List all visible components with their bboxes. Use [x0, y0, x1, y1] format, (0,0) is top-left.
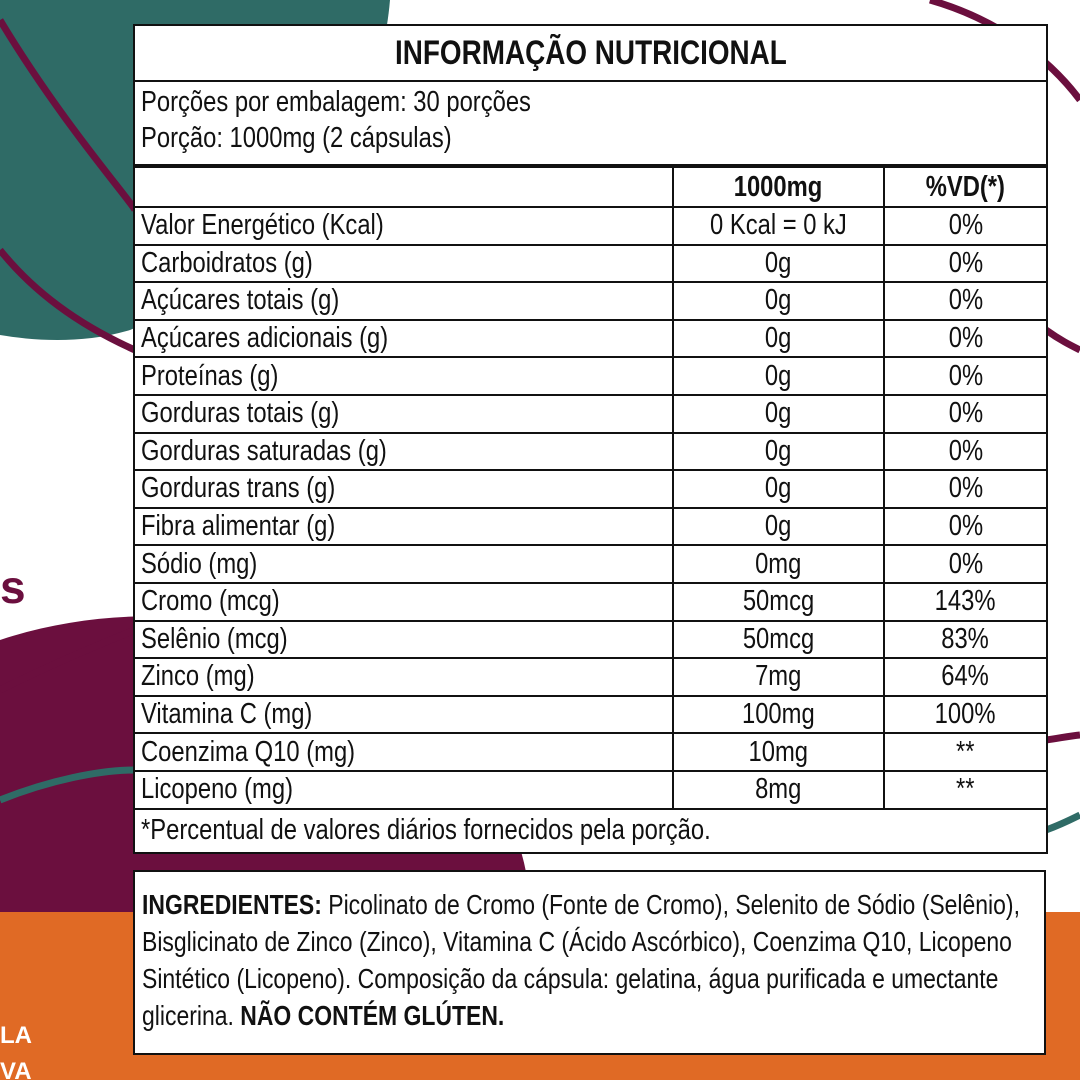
header: %VD(*) [925, 170, 1006, 203]
table-title: INFORMAÇÃO NUTRICIONAL [394, 34, 787, 72]
nutrient-name: Selênio (mcg) [141, 622, 288, 655]
cell-value: 0% [948, 510, 983, 543]
cell-value: 143% [935, 585, 996, 618]
servings: Porções por embalagem: 30 porções [141, 86, 531, 118]
cell-value: 0g [765, 434, 792, 467]
nutrient-name: Coenzima Q10 (mg) [141, 735, 356, 768]
table-row: Sódio (mg) 0mg 0% [133, 544, 1049, 584]
bg-text: VA [0, 1058, 32, 1085]
nutrient-name: Valor Energético (Kcal) [141, 209, 384, 242]
nutrient-name: Gorduras trans (g) [141, 472, 336, 505]
table-row: Vitamina C (mg) 100mg 100% [133, 694, 1049, 735]
cell-value: 10mg [748, 735, 809, 768]
gluten-warning: NÃO CONTÉM GLÚTEN. [240, 1000, 505, 1031]
cell-value: 8mg [755, 773, 802, 806]
cell-value: 83% [941, 622, 990, 655]
table-row: Selênio (mcg) 50mcg 83% [133, 619, 1049, 660]
table-row: Açúcares totais (g) 0g 0% [133, 281, 1049, 321]
cell-value: 100mg [742, 698, 815, 731]
ingredients-label: INGREDIENTES: [142, 889, 322, 920]
cell-value: 50mcg [742, 622, 815, 655]
cell-value: 0g [765, 359, 792, 392]
table-row: Cromo (mcg) 50mcg 143% [133, 581, 1049, 622]
nutrient-name: Proteínas (g) [141, 359, 279, 392]
nutrient-name: Carboidratos (g) [141, 246, 313, 279]
portion: Porção: 1000mg (2 cápsulas) [141, 122, 452, 154]
cell-value: 0% [948, 284, 983, 317]
table-row: Gorduras saturadas (g) 0g 0% [133, 431, 1049, 472]
cell-value: ** [956, 773, 975, 806]
cell-value: 0% [948, 246, 983, 279]
cell-value: 0% [948, 209, 983, 242]
cell-value: 50mcg [742, 585, 815, 618]
table-row: Fibra alimentar (g) 0g 0% [133, 506, 1049, 547]
cell-value: 64% [941, 660, 990, 693]
cell-value: 0% [948, 547, 983, 580]
cell-value: 0g [765, 284, 792, 317]
cell-value: 0mg [755, 547, 802, 580]
ingredients-text: Picolinato de Cromo (Fonte de Cromo), Se… [142, 889, 1020, 1031]
cell-value: 0g [765, 397, 792, 430]
cell-value: 0% [948, 397, 983, 430]
nutrient-name: Fibra alimentar (g) [141, 510, 336, 543]
cell-value: 0g [765, 510, 792, 543]
table-row: Valor Energético (Kcal) 0 Kcal = 0 kJ 0% [133, 206, 1049, 246]
cell-value: 0% [948, 322, 983, 355]
table-row: Açúcares adicionais (g) 0g 0% [133, 318, 1049, 359]
cell-value: 0g [765, 246, 792, 279]
cell-value: 0g [765, 322, 792, 355]
bg-text: LA [0, 1022, 32, 1049]
table-row: Coenzima Q10 (mg) 10mg ** [133, 732, 1049, 772]
table-row: Gorduras totais (g) 0g 0% [133, 393, 1049, 434]
cell-value: 7mg [755, 660, 802, 693]
ingredients-box: INGREDIENTES: Picolinato de Cromo (Fonte… [133, 870, 1046, 1055]
cell-value: 0 Kcal = 0 kJ [710, 209, 847, 242]
nutrient-name: Gorduras saturadas (g) [141, 434, 387, 467]
cell-value: 0g [765, 472, 792, 505]
cell-value: 0% [948, 359, 983, 392]
cell-value: 100% [935, 698, 996, 731]
nutrient-name: Açúcares adicionais (g) [141, 322, 389, 355]
nutrient-name: Cromo (mcg) [141, 585, 280, 618]
bg-text: s [0, 561, 26, 613]
table-row: Proteínas (g) 0g 0% [133, 356, 1049, 396]
footnote: *Percentual de valores diários fornecido… [141, 814, 711, 846]
nutrient-name: Vitamina C (mg) [141, 698, 313, 731]
nutrient-name: Sódio (mg) [141, 547, 258, 580]
nutrition-table: INFORMAÇÃO NUTRICIONAL Porções por embal… [132, 24, 1049, 854]
table-row: Licopeno (mg) 8mg ** [133, 769, 1049, 810]
table-row: Gorduras trans (g) 0g 0% [133, 469, 1049, 509]
nutrient-name: Zinco (mg) [141, 660, 255, 693]
nutrient-name: Licopeno (mg) [141, 773, 294, 806]
nutrient-name: Gorduras totais (g) [141, 397, 340, 430]
table-row: Carboidratos (g) 0g 0% [133, 243, 1049, 284]
nutrient-name: Açúcares totais (g) [141, 284, 340, 317]
cell-value: ** [956, 735, 975, 768]
cell-value: 0% [948, 472, 983, 505]
header: 1000mg [734, 170, 823, 203]
table-row: Zinco (mg) 7mg 64% [133, 657, 1049, 697]
cell-value: 0% [948, 434, 983, 467]
